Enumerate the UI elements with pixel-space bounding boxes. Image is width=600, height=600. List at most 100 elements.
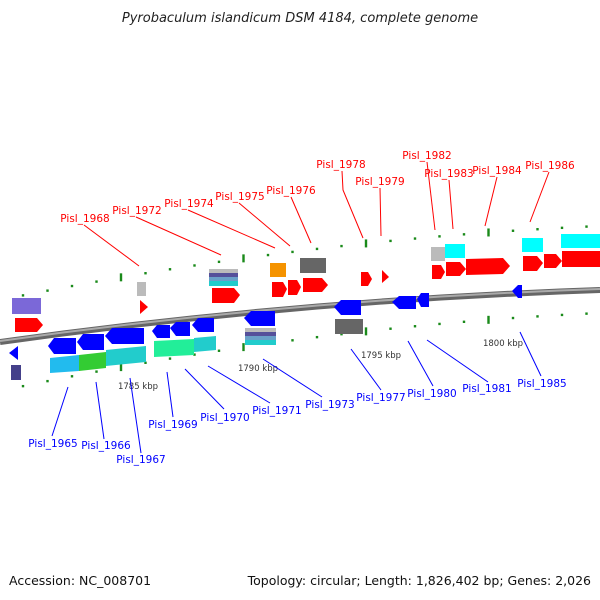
leader-line — [484, 176, 498, 227]
gene-feature[interactable] — [106, 346, 146, 366]
gene-feature[interactable] — [50, 355, 79, 373]
minor-tick — [438, 322, 441, 326]
leader-line — [529, 171, 550, 223]
map-title: Pyrobaculum islandicum DSM 4184, complet… — [122, 11, 478, 26]
gene-label[interactable]: Pisl_1969 — [148, 419, 197, 431]
gene-feature[interactable] — [79, 352, 106, 371]
gene-arrow-reverse[interactable] — [105, 328, 144, 344]
genome-backbone-highlight — [0, 288, 600, 342]
leader-line — [51, 386, 69, 437]
gene-arrow-reverse[interactable] — [192, 318, 214, 332]
gene-arrow-forward[interactable] — [446, 262, 466, 276]
gene-arrow-reverse[interactable] — [152, 325, 170, 338]
gene-arrow-forward[interactable] — [140, 300, 148, 314]
gene-label[interactable]: Pisl_1980 — [407, 388, 456, 400]
gene-label[interactable]: Pisl_1975 — [215, 191, 264, 203]
gene-arrow-forward[interactable] — [562, 251, 600, 267]
gene-label[interactable]: Pisl_1977 — [356, 392, 405, 404]
minor-tick — [315, 247, 319, 251]
minor-tick — [95, 370, 98, 373]
leader-line — [135, 216, 222, 256]
gene-feature[interactable] — [11, 365, 21, 380]
gene-arrow-reverse[interactable] — [77, 334, 104, 350]
gene-arrow-reverse[interactable] — [392, 296, 416, 309]
gene-feature[interactable] — [335, 319, 363, 334]
minor-tick — [217, 349, 221, 352]
minor-tick — [266, 253, 270, 257]
reverse-gene-labels: Pisl_1965 Pisl_1966 Pisl_1967 Pisl_1969 … — [28, 331, 567, 466]
minor-tick — [291, 250, 294, 254]
minor-tick — [21, 384, 25, 388]
leader-line — [207, 365, 271, 404]
gene-arrow-forward[interactable] — [272, 282, 287, 297]
gene-label[interactable]: Pisl_1986 — [525, 160, 575, 172]
gene-label[interactable]: Pisl_1967 — [116, 454, 165, 466]
leader-line — [448, 179, 454, 230]
gene-feature[interactable] — [194, 336, 216, 352]
gene-arrow-forward[interactable] — [523, 256, 543, 271]
gene-label[interactable]: Pisl_1974 — [164, 198, 214, 210]
gene-feature-striped[interactable] — [209, 269, 238, 286]
gene-arrow-forward[interactable] — [432, 265, 445, 279]
gene-label[interactable]: Pisl_1982 — [402, 150, 451, 162]
gene-feature[interactable] — [522, 238, 543, 252]
minor-tick — [462, 320, 466, 323]
gene-label[interactable]: Pisl_1972 — [112, 205, 161, 217]
gene-arrow-reverse[interactable] — [334, 300, 361, 315]
gene-label[interactable]: Pisl_1966 — [81, 440, 131, 452]
gene-label[interactable]: Pisl_1968 — [60, 213, 109, 225]
gene-arrow-reverse[interactable] — [512, 285, 522, 298]
gene-arrow-forward[interactable] — [361, 272, 372, 286]
leader-line — [426, 339, 489, 383]
leader-line — [129, 377, 142, 454]
minor-tick — [144, 272, 147, 275]
gene-arrow-forward[interactable] — [15, 318, 43, 332]
gene-arrow-reverse[interactable] — [170, 322, 190, 336]
gene-feature[interactable] — [137, 282, 146, 296]
gene-feature[interactable] — [445, 244, 465, 258]
gene-label[interactable]: Pisl_1979 — [355, 176, 404, 188]
gene-arrow-reverse[interactable] — [48, 338, 76, 354]
gene-label[interactable]: Pisl_1984 — [472, 165, 522, 177]
major-tick — [242, 254, 245, 263]
minor-tick — [536, 228, 539, 231]
leader-line — [350, 348, 382, 391]
gene-feature[interactable] — [431, 247, 445, 261]
gene-feature[interactable] — [154, 339, 194, 357]
gene-arrow-forward[interactable] — [382, 270, 389, 283]
leader-line — [341, 170, 364, 239]
major-tick — [487, 228, 490, 237]
leader-line — [407, 340, 434, 387]
gene-label[interactable]: Pisl_1976 — [266, 185, 316, 197]
major-tick — [364, 327, 368, 336]
gene-feature[interactable] — [300, 258, 326, 273]
gene-label[interactable]: Pisl_1971 — [252, 405, 301, 417]
gene-label[interactable]: Pisl_1970 — [200, 412, 249, 424]
leader-line — [83, 224, 140, 267]
gene-label[interactable]: Pisl_1985 — [517, 378, 566, 390]
minor-tick — [413, 325, 417, 328]
gene-feature[interactable] — [561, 234, 600, 248]
gene-arrow-forward[interactable] — [212, 288, 240, 303]
gene-arrow-forward[interactable] — [288, 280, 301, 295]
minor-tick — [389, 327, 392, 330]
gene-label[interactable]: Pisl_1978 — [316, 159, 365, 171]
gene-arrow-reverse[interactable] — [9, 346, 18, 360]
gene-label[interactable]: Pisl_1973 — [305, 399, 354, 411]
gene-label[interactable]: Pisl_1983 — [424, 168, 473, 180]
gene-feature[interactable] — [12, 298, 41, 314]
gene-label[interactable]: Pisl_1965 — [28, 438, 77, 450]
minor-tick — [340, 244, 343, 248]
leader-line — [184, 368, 225, 410]
gene-feature-striped[interactable] — [245, 328, 276, 345]
minor-tick — [46, 289, 49, 292]
minor-tick — [560, 313, 564, 317]
gene-feature[interactable] — [270, 263, 286, 277]
minor-tick — [511, 316, 515, 320]
gene-arrow-forward[interactable] — [303, 278, 328, 292]
gene-arrow-reverse[interactable] — [244, 311, 275, 326]
gene-arrow-forward[interactable] — [466, 258, 510, 275]
gene-arrow-forward[interactable] — [544, 254, 562, 268]
gene-label[interactable]: Pisl_1981 — [462, 383, 511, 395]
gene-arrow-reverse[interactable] — [417, 293, 429, 307]
